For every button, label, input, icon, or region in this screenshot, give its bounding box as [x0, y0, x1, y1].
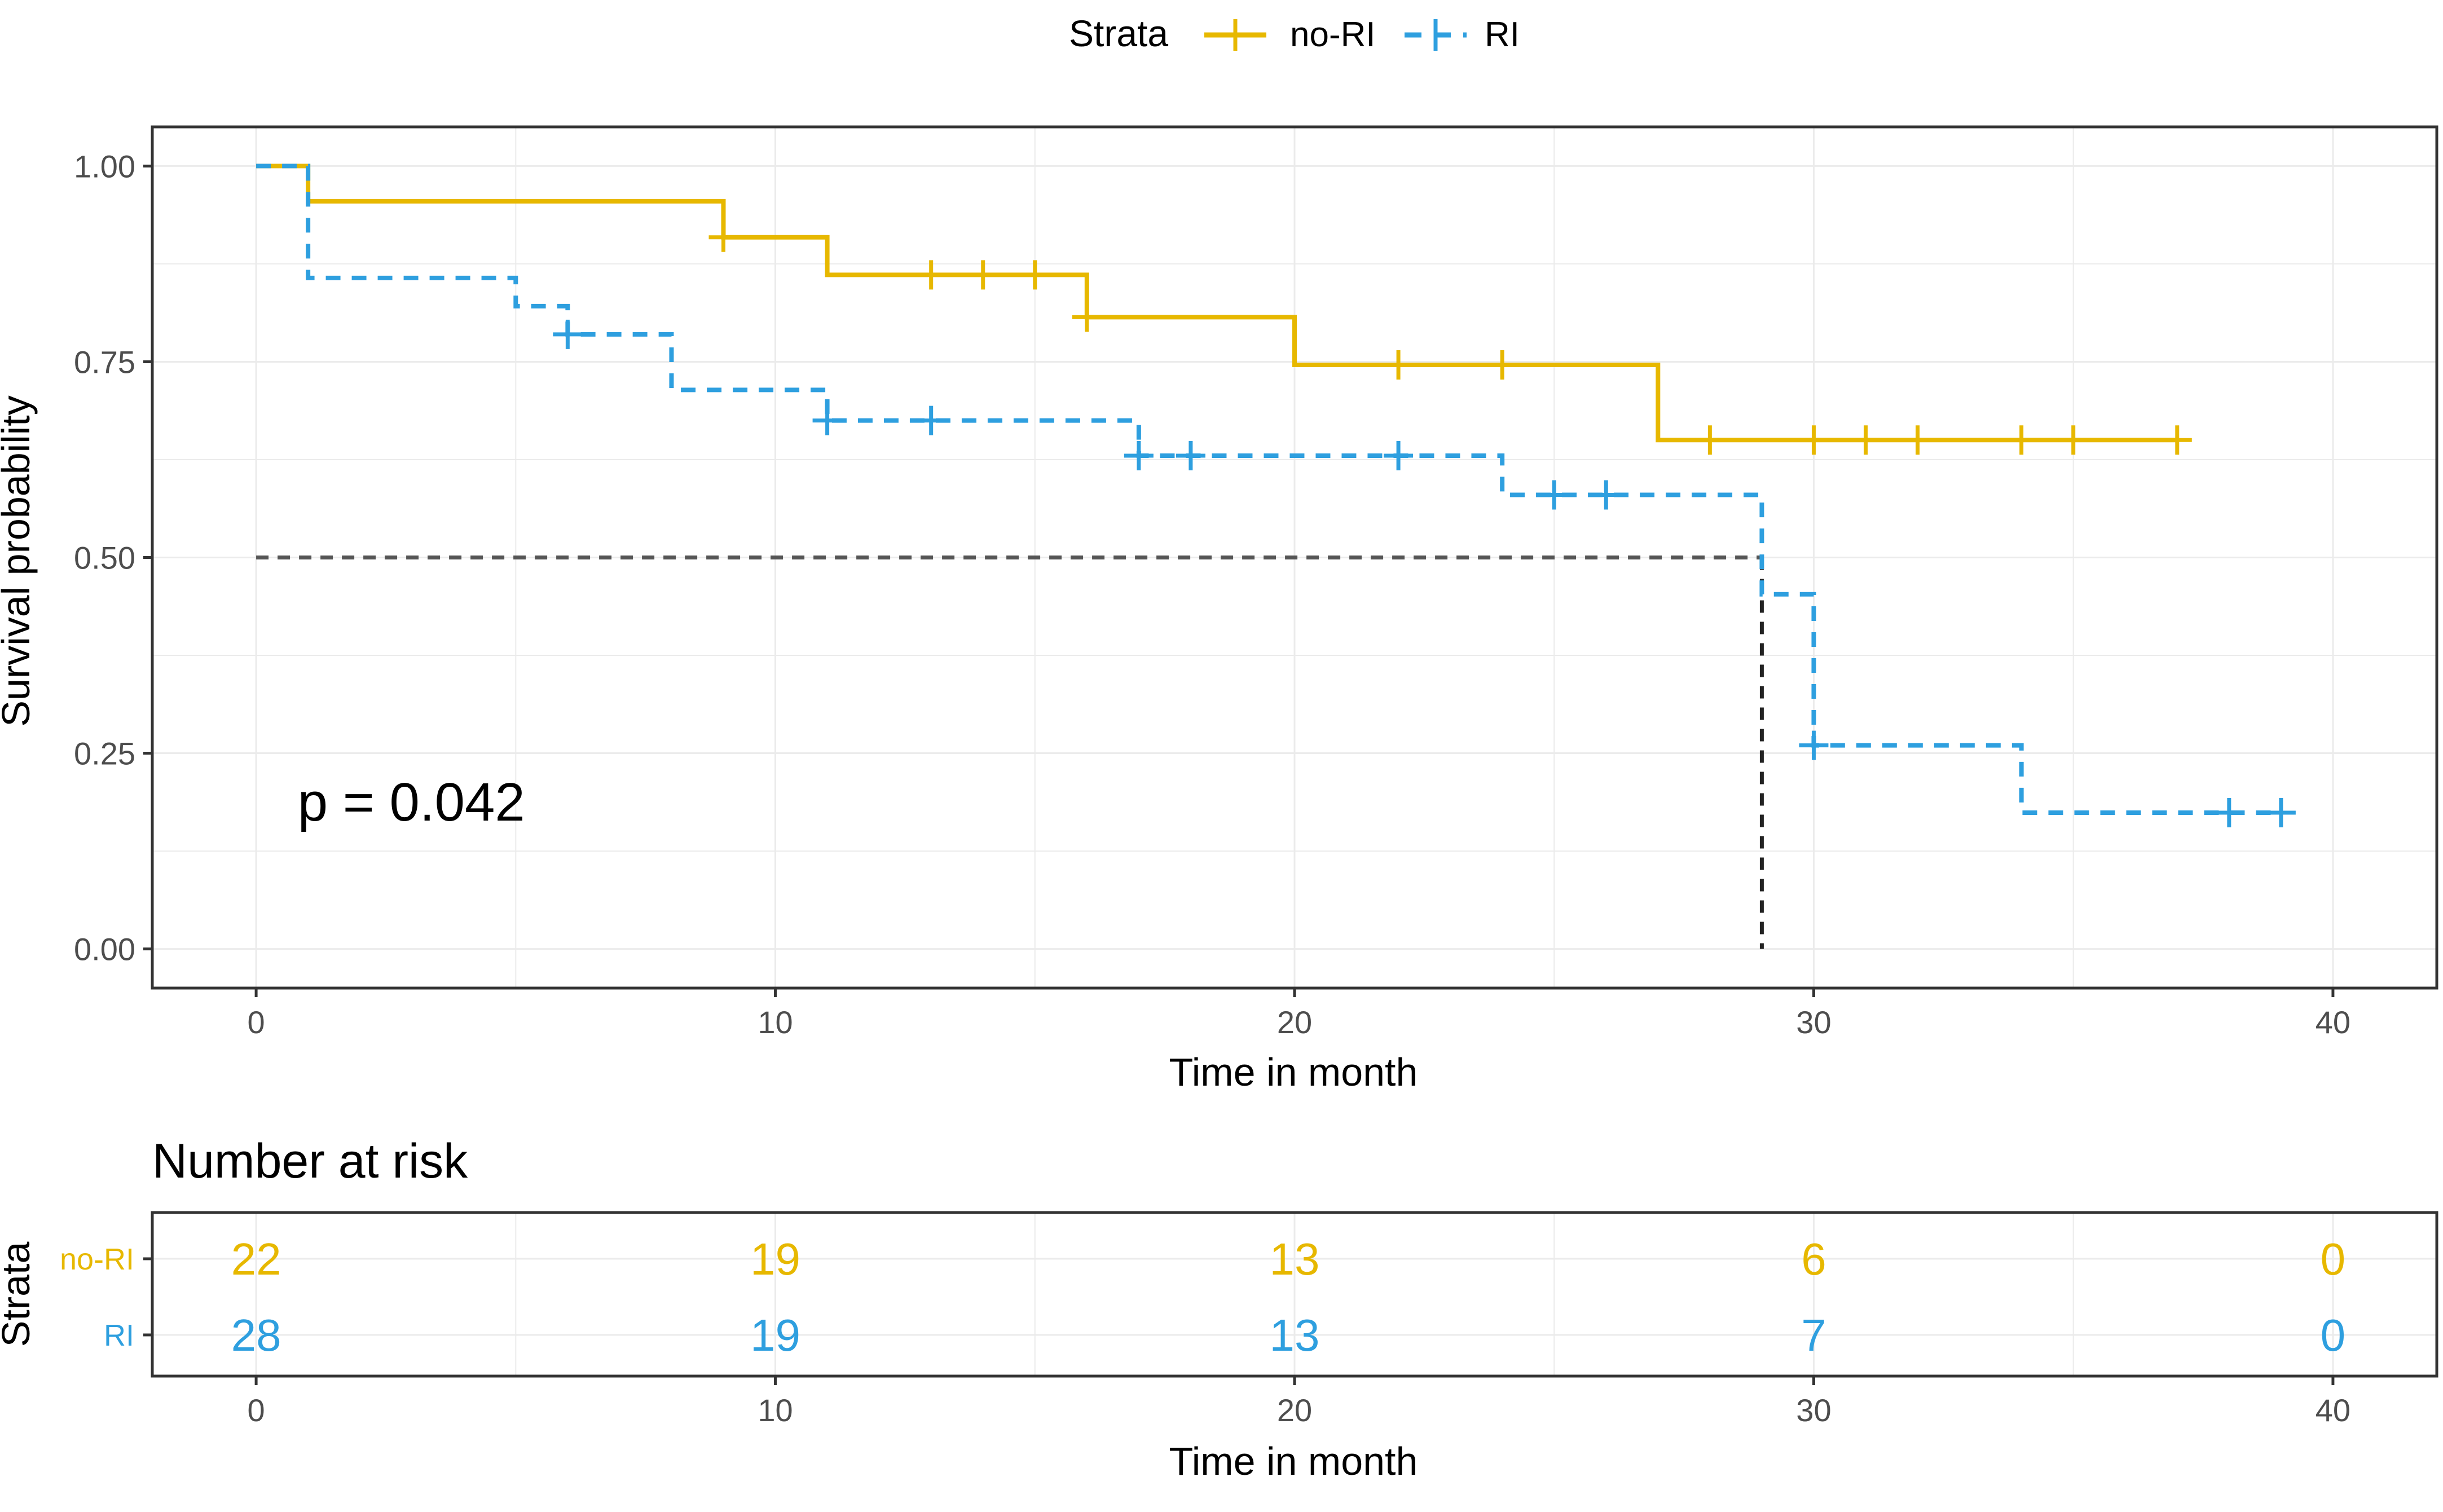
censor-mark-ri: [1539, 480, 1569, 510]
risk-x-tick-label: 20: [1277, 1392, 1312, 1428]
censor-mark-ri: [553, 319, 583, 349]
censor-mark-no-ri: [2006, 425, 2036, 455]
censor-mark-ri: [1176, 441, 1205, 471]
risk-count-no-ri: 6: [1801, 1234, 1826, 1284]
y-tick-label: 1.00: [74, 148, 135, 184]
risk-count-ri: 13: [1270, 1310, 1320, 1360]
risk-x-axis-label: Time in month: [1169, 1439, 1418, 1483]
risk-x-tick-label: 0: [248, 1392, 265, 1428]
pvalue-text: p = 0.042: [298, 772, 525, 832]
censor-mark-no-ri: [2162, 425, 2192, 455]
censor-mark-no-ri: [1487, 350, 1517, 380]
censor-mark-no-ri: [1020, 260, 1050, 290]
censor-mark-no-ri: [1384, 350, 1414, 380]
legend-key-ri: [1405, 19, 1467, 51]
legend: Strata no-RI RI: [1069, 12, 1520, 54]
censor-mark-no-ri: [1799, 425, 1829, 455]
legend-title: Strata: [1069, 12, 1168, 54]
risk-row-ri: RI 28 19 13 7 0: [104, 1310, 2345, 1360]
survival-plot: 0.00 0.25 0.50 0.75 1.00 0 10 20 30 40 p = 0.042…: [0, 125, 2438, 1094]
series-ri: [256, 164, 2296, 828]
risk-x-tick-label: 10: [758, 1392, 793, 1428]
x-tick-label: 10: [758, 1004, 793, 1040]
risk-count-no-ri: 22: [231, 1234, 281, 1284]
censor-mark-no-ri: [708, 222, 738, 252]
risk-strata-label: Strata: [0, 1242, 38, 1347]
x-axis-label: Time in month: [1169, 1050, 1418, 1094]
risk-count-ri: 7: [1801, 1310, 1826, 1360]
risk-table: Number at risk no-RI 22 19 13 6 0 RI 28 19 13 7 0 0…: [0, 1134, 2438, 1483]
x-axis: 0 10 20 30 40: [248, 988, 2350, 1040]
censor-mark-no-ri: [916, 260, 946, 290]
risk-rows: no-RI 22 19 13 6 0 RI 28 19 13 7 0: [60, 1234, 2345, 1360]
x-tick-label: 20: [1277, 1004, 1312, 1040]
censor-mark-no-ri: [968, 260, 998, 290]
risk-count-no-ri: 19: [750, 1234, 800, 1284]
censor-mark-ri: [2266, 798, 2296, 828]
risk-row-no-ri: no-RI 22 19 13 6 0: [60, 1234, 2345, 1284]
risk-count-ri: 28: [231, 1310, 281, 1360]
x-tick-label: 0: [248, 1004, 265, 1040]
censor-mark-ri: [916, 405, 946, 435]
censor-mark-ri: [1591, 480, 1621, 510]
y-axis: 0.00 0.25 0.50 0.75 1.00: [74, 148, 152, 967]
y-tick-label: 0.00: [74, 932, 135, 967]
censor-mark-ri: [812, 405, 842, 435]
censor-mark-no-ri: [1851, 425, 1881, 455]
risk-row-label-no-ri: no-RI: [60, 1242, 134, 1276]
risk-count-ri: 0: [2321, 1310, 2346, 1360]
survival-curve-no-ri: [256, 164, 2177, 443]
risk-count-ri: 19: [750, 1310, 800, 1360]
y-tick-label: 0.50: [74, 540, 135, 576]
risk-grid: [152, 1213, 2437, 1376]
y-tick-label: 0.75: [74, 344, 135, 380]
legend-label-ri: RI: [1485, 15, 1520, 54]
series-no-ri: [256, 164, 2192, 455]
risk-x-tick-label: 40: [2316, 1392, 2350, 1428]
legend-key-no-ri: [1204, 19, 1266, 51]
survival-curve-ri: [256, 164, 2281, 815]
censor-mark-no-ri: [1695, 425, 1725, 455]
censor-mark-no-ri: [2058, 425, 2088, 455]
x-tick-label: 30: [1796, 1004, 1831, 1040]
risk-table-title: Number at risk: [152, 1134, 468, 1188]
legend-label-no-ri: no-RI: [1290, 15, 1376, 54]
censor-mark-ri: [1384, 441, 1414, 471]
y-axis-label: Survival probability: [0, 395, 38, 726]
series-layer: [256, 164, 2296, 828]
risk-count-no-ri: 0: [2321, 1234, 2346, 1284]
risk-x-tick-label: 30: [1796, 1392, 1831, 1428]
y-tick-label: 0.25: [74, 736, 135, 772]
risk-x-axis: 0 10 20 30 40: [248, 1376, 2350, 1428]
censor-mark-no-ri: [1072, 302, 1102, 332]
censor-mark-ri: [1124, 441, 1154, 471]
risk-count-no-ri: 13: [1270, 1234, 1320, 1284]
x-tick-label: 40: [2316, 1004, 2350, 1040]
censor-mark-ri: [1799, 730, 1829, 760]
risk-row-label-ri: RI: [104, 1319, 134, 1352]
censor-mark-ri: [2214, 798, 2244, 828]
censor-mark-no-ri: [1903, 425, 1933, 455]
median-line: [256, 556, 1764, 949]
